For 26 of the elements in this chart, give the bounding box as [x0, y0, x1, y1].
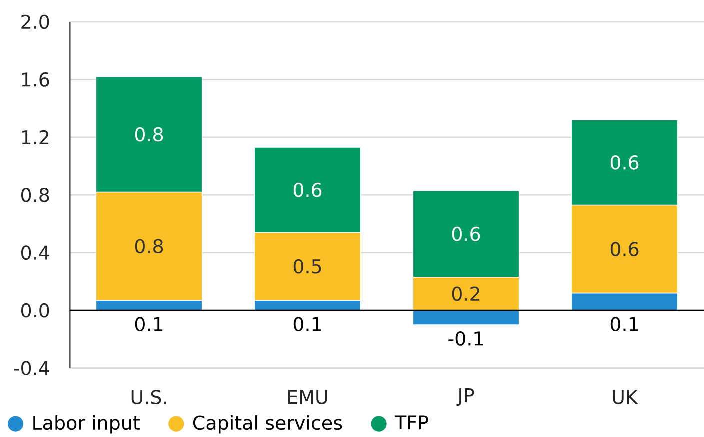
data-label: -0.1 [448, 332, 484, 346]
y-tick-label: -0.4 [14, 361, 50, 376]
x-tick-label: JP [456, 388, 474, 406]
y-tick-label: 1.6 [22, 72, 50, 87]
data-label: 0.8 [135, 239, 164, 254]
data-label: 0.6 [610, 156, 639, 170]
legend-label: TFP [394, 416, 428, 430]
data-label: 0.6 [610, 242, 639, 256]
data-label: 0.6 [294, 182, 322, 198]
data-label: 0.6 [452, 226, 480, 242]
x-tick-label: U.S. [132, 390, 166, 404]
data-label: 0.2 [452, 286, 480, 302]
y-tick-label: 1.2 [22, 130, 49, 144]
x-tick-label: UK [613, 390, 638, 404]
data-label: 0.1 [610, 317, 638, 332]
y-tick-label: 2.0 [22, 14, 50, 30]
data-label: 0.5 [294, 259, 322, 274]
y-tick-label: 0.0 [22, 303, 50, 318]
x-tick-label: EMU [288, 390, 328, 404]
data-label: 0.1 [135, 317, 163, 332]
legend-label: Labor input [34, 415, 140, 434]
data-label: 0.8 [135, 127, 164, 142]
legend-label: Capital services [193, 415, 342, 434]
y-tick-label: 0.8 [22, 188, 50, 202]
y-tick-label: 0.4 [22, 246, 50, 260]
data-label: 0.1 [294, 317, 322, 332]
